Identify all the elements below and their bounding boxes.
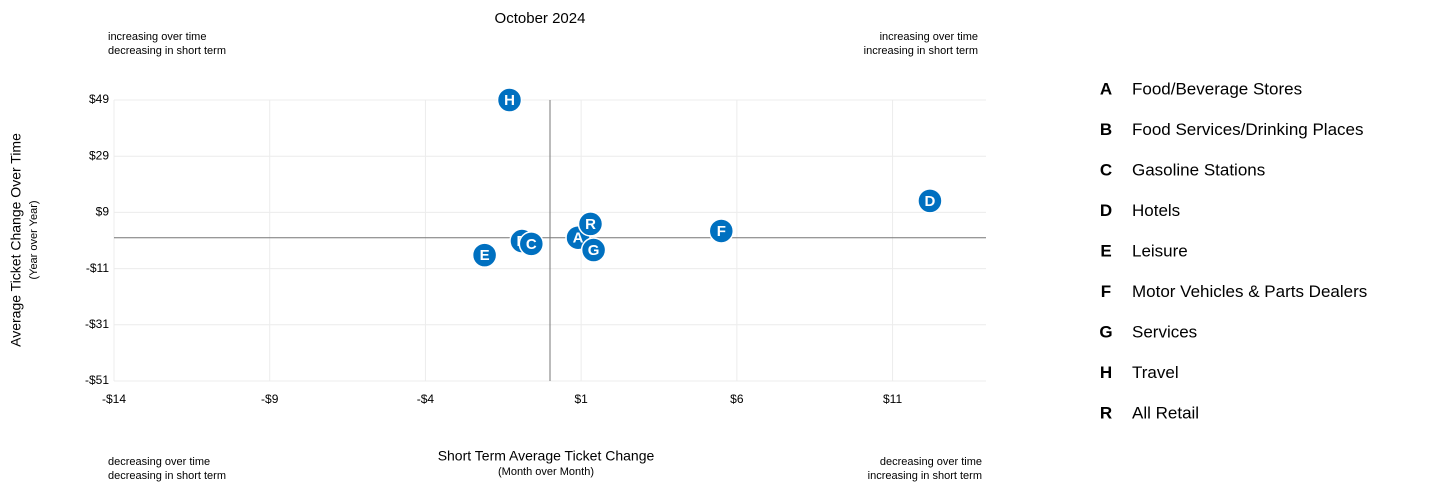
legend-key: F	[1101, 282, 1111, 301]
y-tick-label: -$51	[85, 373, 109, 387]
point	[917, 188, 943, 214]
x-tick-label: $1	[574, 392, 588, 406]
x-tick-label: $11	[883, 392, 902, 406]
legend-key: D	[1100, 201, 1112, 220]
point	[496, 87, 523, 113]
point	[577, 211, 604, 237]
x-tick-label: -$14	[102, 392, 126, 406]
point-label: H	[504, 92, 515, 109]
legend-label: Hotels	[1132, 201, 1180, 220]
legend-key: C	[1100, 160, 1112, 179]
y-tick-label: -$31	[85, 317, 109, 331]
legend-key: A	[1100, 79, 1112, 98]
y-axis-sublabel: (Year over Year)	[28, 200, 40, 279]
legend-key: B	[1100, 120, 1112, 139]
quadrant-label: decreasing in short term	[108, 470, 226, 482]
point-label: C	[526, 236, 537, 253]
quadrant-label: increasing in short term	[868, 470, 982, 482]
y-tick-label: $9	[96, 205, 110, 219]
legend-label: Gasoline Stations	[1132, 160, 1265, 179]
point-label: R	[585, 216, 596, 233]
quadrant-label: increasing in short term	[864, 45, 978, 57]
legend-label: Food Services/Drinking Places	[1132, 120, 1363, 139]
quadrant-label: decreasing over time	[880, 456, 982, 468]
legend-label: Leisure	[1132, 241, 1188, 260]
chart-title: October 2024	[495, 10, 586, 27]
y-tick-label: $49	[89, 92, 109, 106]
y-axis-label: Average Ticket Change Over Time	[8, 133, 24, 347]
x-tick-label: -$4	[417, 392, 435, 406]
legend-label: Food/Beverage Stores	[1132, 79, 1302, 98]
legend-label: Travel	[1132, 363, 1179, 382]
quadrant-label: increasing over time	[108, 31, 206, 43]
point-label: G	[588, 242, 600, 259]
quadrant-label: decreasing in short term	[108, 45, 226, 57]
point	[471, 242, 498, 268]
point	[580, 237, 607, 263]
legend-key: R	[1100, 403, 1112, 422]
y-tick-label: $29	[89, 148, 109, 162]
quadrant-label: decreasing over time	[108, 456, 210, 468]
x-tick-label: $6	[730, 392, 744, 406]
x-tick-label: -$9	[261, 392, 279, 406]
point-label: A	[573, 230, 584, 247]
x-axis-sublabel: (Month over Month)	[498, 466, 594, 478]
point-label: E	[480, 247, 490, 264]
legend-key: G	[1099, 322, 1112, 341]
point	[518, 231, 545, 257]
legend-label: Motor Vehicles & Parts Dealers	[1132, 282, 1367, 301]
legend-key: H	[1100, 363, 1112, 382]
quadrant-label: increasing over time	[880, 31, 978, 43]
point	[708, 218, 735, 244]
point-label: F	[717, 223, 726, 240]
x-axis-label: Short Term Average Ticket Change	[438, 448, 655, 464]
legend-label: Services	[1132, 322, 1197, 341]
legend-key: E	[1100, 241, 1111, 260]
legend-label: All Retail	[1132, 403, 1199, 422]
point-label: D	[925, 193, 936, 210]
y-tick-label: -$11	[86, 261, 109, 275]
